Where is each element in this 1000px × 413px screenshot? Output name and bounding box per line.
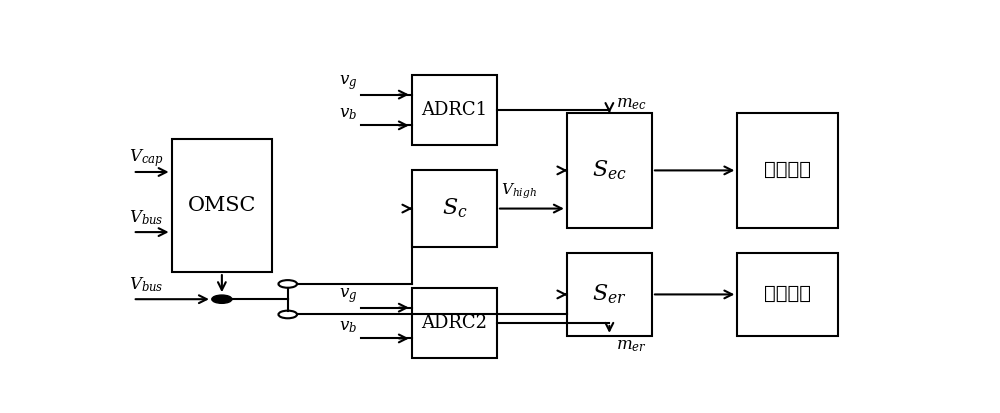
Text: $S_c$: $S_c$ — [442, 197, 467, 221]
Bar — [567, 253, 652, 336]
Text: $S_{ec}$: $S_{ec}$ — [592, 159, 627, 182]
Text: ADRC1: ADRC1 — [421, 101, 487, 119]
Text: $v_b$: $v_b$ — [339, 105, 358, 122]
Text: $m_{er}$: $m_{er}$ — [616, 337, 646, 354]
Bar — [172, 139, 272, 272]
Text: $V_{cap}$: $V_{cap}$ — [129, 147, 164, 169]
Bar — [737, 253, 838, 336]
Bar — [412, 288, 497, 358]
Text: $V_{bus}$: $V_{bus}$ — [129, 209, 163, 227]
Bar — [412, 75, 497, 145]
Bar — [412, 171, 497, 247]
Text: $S_{er}$: $S_{er}$ — [592, 282, 627, 306]
Text: 能耗电阻: 能耗电阻 — [764, 285, 811, 304]
Bar — [737, 113, 838, 228]
Text: $v_g$: $v_g$ — [339, 286, 358, 305]
Circle shape — [212, 295, 232, 303]
Text: $v_g$: $v_g$ — [339, 73, 358, 92]
Text: $m_{ec}$: $m_{ec}$ — [616, 95, 647, 112]
Text: ADRC2: ADRC2 — [421, 314, 487, 332]
Text: $V_{high}$: $V_{high}$ — [501, 181, 537, 201]
Text: $V_{bus}$: $V_{bus}$ — [129, 275, 163, 294]
Bar — [567, 113, 652, 228]
Text: 超级电容: 超级电容 — [764, 161, 811, 179]
Text: $v_b$: $v_b$ — [339, 318, 358, 335]
Text: OMSC: OMSC — [188, 196, 256, 215]
